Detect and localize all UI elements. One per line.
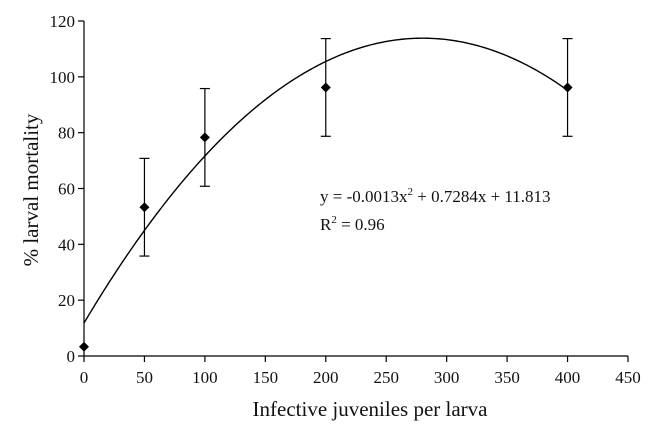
data-point: [199, 132, 210, 143]
fit-equation-rest: + 0.7284x + 11.813: [413, 187, 551, 206]
x-tick-label: 450: [615, 368, 641, 387]
y-axis-title: % larval mortality: [19, 113, 43, 266]
x-tick-label: 150: [253, 368, 279, 387]
marker-layer: [79, 82, 573, 352]
fit-equation: y = -0.0013x2 + 0.7284x + 11.813: [320, 186, 551, 206]
y-tick-label: 80: [58, 124, 75, 143]
x-tick-label: 50: [136, 368, 153, 387]
y-tick-label: 100: [50, 68, 76, 87]
x-tick-label: 200: [313, 368, 339, 387]
r-squared-exponent: 2: [331, 214, 337, 226]
y-tick-label: 60: [58, 180, 75, 199]
data-point: [139, 202, 150, 213]
r-squared: R2 = 0.96: [320, 214, 385, 234]
data-point: [320, 82, 331, 93]
r-squared-rest: = 0.96: [337, 215, 385, 234]
x-tick-label: 0: [80, 368, 89, 387]
x-tick-label: 350: [494, 368, 520, 387]
data-point: [562, 82, 573, 93]
y-tick-label: 120: [50, 12, 76, 31]
x-tick-label: 250: [373, 368, 399, 387]
y-tick-label: 0: [67, 347, 76, 366]
x-tick-label: 400: [555, 368, 581, 387]
axes: 0 50 100 150 200 250 300 350 400 450 0 20 40 60 80 100 1…: [50, 12, 641, 387]
x-tick-label: 300: [434, 368, 460, 387]
r-squared-prefix: R: [320, 215, 332, 234]
fit-equation-main: y = -0.0013x: [320, 187, 408, 206]
fit-equation-exponent: 2: [408, 186, 414, 198]
y-tick-label: 40: [58, 235, 75, 254]
x-axis-title: Infective juveniles per larva: [253, 397, 489, 421]
x-tick-label: 100: [192, 368, 218, 387]
y-tick-label: 20: [58, 291, 75, 310]
data-point: [79, 341, 89, 352]
